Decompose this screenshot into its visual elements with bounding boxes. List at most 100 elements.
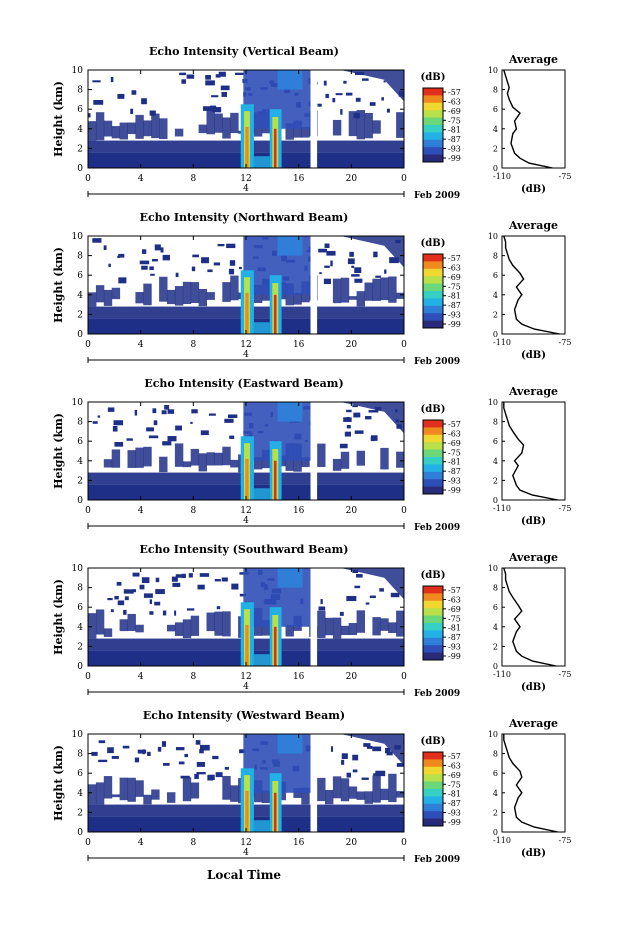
echo-speck: [370, 436, 375, 442]
x-tick-label: 20: [346, 506, 358, 516]
colorbar-tick-label: -87: [448, 135, 461, 144]
echo-peak-left: [245, 624, 249, 666]
echo-patch: [182, 281, 192, 305]
colorbar-swatch: [423, 471, 443, 480]
echo-speck: [207, 775, 213, 781]
echo-patch: [222, 611, 231, 637]
colorbar-tick-label: -93: [448, 145, 461, 154]
echo-speck: [118, 277, 127, 284]
echo-speck: [191, 409, 198, 414]
echo-patch: [206, 292, 215, 300]
profile-y-tick-label: 6: [493, 271, 498, 280]
x-tick-label: 12: [240, 340, 251, 350]
colorbar-swatch: [423, 637, 443, 646]
colorbar-tick-label: -63: [448, 761, 461, 770]
echo-speck: [224, 766, 229, 770]
echo-speck: [352, 769, 358, 773]
echo-patch: [332, 278, 342, 304]
echo-speck: [190, 74, 195, 78]
echo-surface: [253, 654, 270, 666]
echo-speck: [111, 755, 119, 759]
echo-speck: [191, 266, 196, 272]
echo-patch: [348, 786, 358, 799]
profile-title: Average: [508, 551, 558, 564]
echo-speck: [346, 409, 352, 413]
echo-speck: [372, 746, 382, 752]
echo-speck: [110, 76, 114, 83]
echo-patch: [88, 121, 97, 141]
profile-title: Average: [508, 385, 558, 398]
y-tick-label: 4: [77, 457, 83, 467]
echo-speck: [343, 80, 347, 84]
echo-speck: [351, 265, 355, 268]
echo-speck: [227, 414, 238, 419]
echo-patch: [95, 112, 105, 141]
colorbar-tick-label: -69: [448, 273, 461, 282]
echo-patch: [151, 113, 160, 139]
echo-patch: [301, 457, 310, 468]
x-tick-label: 8: [190, 340, 196, 350]
colorbar-swatch: [423, 254, 443, 262]
x-tick-label: 0: [85, 174, 91, 184]
y-tick-label: 8: [77, 418, 83, 428]
echo-patch: [293, 292, 302, 305]
colorbar-swatch: [423, 789, 443, 797]
echo-speck: [211, 95, 219, 98]
echo-speck: [361, 777, 369, 780]
echo-speck: [196, 772, 206, 775]
y-tick-label: 6: [77, 105, 83, 115]
echo-speck: [369, 102, 376, 106]
colorbar-swatch: [423, 623, 443, 631]
echo-speck: [318, 606, 326, 611]
echo-patch: [396, 112, 404, 138]
echo-speck: [340, 109, 343, 115]
profile-x-tick-label: -110: [493, 836, 511, 845]
colorbar-tick-label: -63: [448, 429, 461, 438]
echo-patch: [396, 610, 404, 637]
echo-speck: [343, 417, 352, 422]
echo-speck: [352, 754, 359, 761]
x-tick-label: 16: [293, 672, 305, 682]
echo-patch: [222, 446, 231, 466]
echo-patch: [230, 275, 239, 301]
colorbar-tick-label: -75: [448, 614, 461, 623]
y-tick-label: 2: [77, 476, 83, 486]
echo-speck: [229, 435, 235, 439]
y-axis-label: Height (km): [52, 247, 65, 323]
colorbar-swatch: [423, 320, 443, 329]
echo-speck: [112, 426, 118, 432]
echo-patch: [88, 784, 97, 805]
echo-speck: [162, 610, 167, 616]
profile-y-tick-label: 4: [493, 125, 498, 134]
echo-speck: [353, 412, 361, 418]
echo-speck: [114, 595, 119, 600]
echo-speck: [217, 243, 225, 247]
echo-speck: [149, 110, 156, 116]
echo-patch: [151, 789, 160, 800]
profile-x-tick-label: -110: [493, 670, 511, 679]
profile-y-tick-label: 8: [493, 418, 498, 427]
profile-y-tick-label: 6: [493, 769, 498, 778]
profile-line: [503, 69, 553, 169]
echo-speck: [161, 741, 167, 747]
profile-y-tick-label: 10: [488, 564, 498, 573]
echo-speck: [341, 759, 345, 765]
data-gap: [310, 734, 318, 832]
echo-speck: [326, 250, 336, 256]
data-gap: [310, 402, 318, 500]
echo-patch: [332, 776, 342, 799]
colorbar-swatch: [423, 464, 443, 473]
x-tick-label: 20: [346, 838, 358, 848]
echo-speck: [341, 753, 348, 760]
echo-patch: [340, 625, 350, 636]
profile-title: Average: [508, 717, 558, 730]
colorbar-swatch: [423, 420, 443, 428]
panel-title: Echo Intensity (Vertical Beam): [149, 45, 339, 58]
echo-speck: [385, 747, 391, 754]
x-tick-label: 12: [240, 672, 251, 682]
echo-patch: [372, 278, 381, 301]
colorbar-swatch: [423, 486, 443, 495]
x-tick-label: 0: [401, 506, 407, 516]
echo-patch: [372, 617, 381, 636]
echo-speck: [365, 416, 372, 420]
